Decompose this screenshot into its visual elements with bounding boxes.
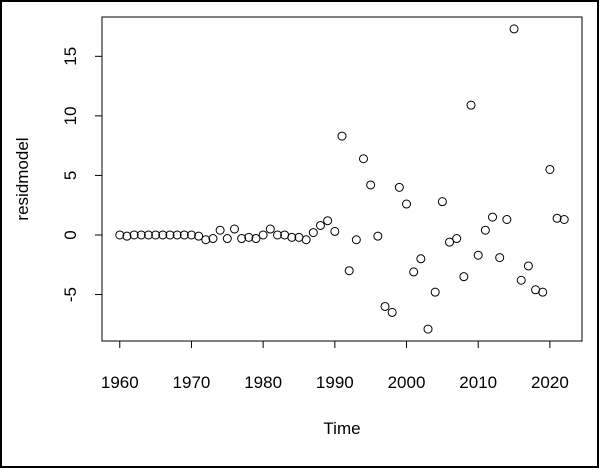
point [387,307,397,317]
point [222,234,232,244]
point [143,230,153,240]
point [380,301,390,311]
point [258,230,268,240]
x-tick-label: 1960 [101,373,139,392]
y-tick-label: 15 [61,47,80,66]
point [129,230,139,240]
point [459,272,469,282]
x-tick-label: 1970 [173,373,211,392]
point [402,199,412,209]
point [337,131,347,141]
point [265,224,275,234]
point [523,261,533,271]
point [165,230,175,240]
point [394,182,404,192]
point [323,216,333,226]
point [538,287,548,297]
point [495,253,505,263]
point [559,215,569,224]
x-tick-label: 2010 [459,373,497,392]
point [151,230,161,240]
point [416,254,426,264]
point [301,235,311,245]
point [452,234,462,244]
point [423,324,433,334]
point [315,220,325,230]
x-tick-label: 2000 [388,373,426,392]
point [136,230,146,240]
point [373,231,383,241]
point [172,230,182,240]
point [287,232,297,242]
x-tick-label: 1990 [316,373,354,392]
point [445,237,455,247]
y-tick-label: -5 [61,287,80,302]
y-tick-label: 5 [61,171,80,180]
point [272,230,282,240]
point [122,231,132,241]
point [437,197,447,207]
point [480,225,490,235]
point [359,154,369,164]
point [208,234,218,244]
point [201,235,211,245]
y-axis-label: residmodel [13,137,32,220]
point [215,225,225,235]
point [308,228,318,238]
point [194,231,204,241]
point [552,213,562,223]
x-axis-label: Time [323,419,360,438]
x-tick-label: 2020 [531,373,569,392]
point [466,100,476,110]
y-tick-label: 0 [61,230,80,239]
x-tick-label: 1980 [244,373,282,392]
point [229,224,239,234]
point [158,230,168,240]
point [351,235,361,245]
y-tick-label: 10 [61,106,80,125]
point [330,226,340,236]
point [244,232,254,242]
point [502,215,512,224]
point [237,234,247,244]
point [516,275,526,285]
point [430,287,440,297]
point [488,212,498,222]
point [344,266,354,276]
point [115,230,125,240]
plot-box [101,16,583,342]
point [473,250,483,260]
point [545,164,555,174]
point [251,234,261,244]
point [409,267,419,277]
point [509,24,519,34]
point [186,230,196,240]
point [179,230,189,240]
point [366,180,376,190]
